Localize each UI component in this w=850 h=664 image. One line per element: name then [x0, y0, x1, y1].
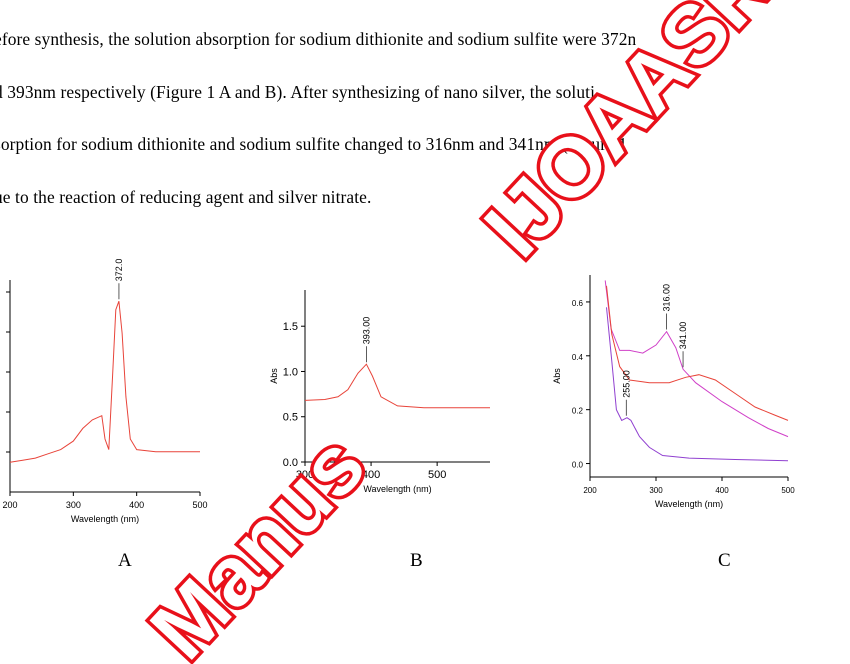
- panel-label-b: B: [410, 550, 423, 571]
- x-tick-label: 500: [428, 469, 446, 481]
- figure-panel-b: 300 400 500 0.0 0.5 1.0 1.5 Wavelength (nm) Abs 3…: [255, 270, 505, 520]
- x-tick-label: 200: [2, 500, 17, 510]
- x-tick-label: 400: [362, 469, 380, 481]
- peak-label: 341.00: [678, 322, 688, 350]
- series-line-1: [9, 301, 200, 463]
- x-tick-label: 300: [296, 469, 314, 481]
- peak-label: 393.00: [361, 317, 371, 345]
- y-axis-label: Abs: [269, 368, 279, 384]
- peak-label: 255.00: [621, 370, 631, 398]
- x-axis-label: Wavelength (nm): [363, 484, 431, 494]
- y-tick-label: 1.0: [283, 366, 298, 378]
- figure-panel-c: 200 300 400 500 0.0 0.2 0.4 0.6 Wavelength (nm) A…: [540, 255, 800, 515]
- x-tick-label: 500: [781, 486, 795, 495]
- x-tick-label: 200: [583, 486, 597, 495]
- y-tick-label: 0.2: [572, 407, 584, 416]
- x-tick-label: 400: [129, 500, 144, 510]
- x-tick-label: 500: [192, 500, 207, 510]
- x-tick-label: 300: [649, 486, 663, 495]
- x-axis-label: Wavelength (nm): [655, 499, 723, 509]
- x-tick-label: 400: [715, 486, 729, 495]
- y-tick-label: 1.5: [283, 321, 298, 333]
- y-axis-label: Abs: [552, 368, 562, 384]
- series-line-1: [304, 363, 490, 409]
- paragraph-line-1: efore synthesis, the solution absorption…: [0, 29, 637, 49]
- figure-panel-a: 200 300 400 500 Wavelength (nm) 372.0: [0, 259, 220, 530]
- series-line-3: [606, 307, 789, 462]
- paragraph-line-3: sorption for sodium dithionite and sodiu…: [0, 134, 628, 154]
- peak-label: 372.0: [114, 259, 124, 282]
- x-tick-label: 300: [66, 500, 81, 510]
- panel-label-a: A: [118, 550, 132, 571]
- paragraph-line-2: d 393nm respectively (Figure 1 A and B).…: [0, 82, 596, 102]
- panel-label-c: C: [718, 550, 731, 571]
- y-tick-label: 0.0: [283, 457, 298, 469]
- y-tick-label: 0.5: [283, 412, 298, 424]
- x-axis-label: Wavelength (nm): [71, 514, 139, 524]
- y-tick-label: 0.0: [572, 461, 584, 470]
- peak-label: 316.00: [662, 284, 672, 312]
- chart-b: 300 400 500 0.0 0.5 1.0 1.5 Wavelength (nm) Abs 3…: [269, 290, 490, 494]
- chart-a: 200 300 400 500 Wavelength (nm) 372.0: [2, 259, 207, 524]
- y-tick-label: 0.4: [572, 353, 584, 362]
- series-line-1: [604, 280, 789, 438]
- series-line-2: [606, 285, 789, 421]
- chart-c: 200 300 400 500 0.0 0.2 0.4 0.6 Wavelength (nm) A…: [552, 275, 795, 509]
- y-tick-label: 0.6: [572, 299, 584, 308]
- paragraph-line-4: ue to the reaction of reducing agent and…: [0, 187, 372, 207]
